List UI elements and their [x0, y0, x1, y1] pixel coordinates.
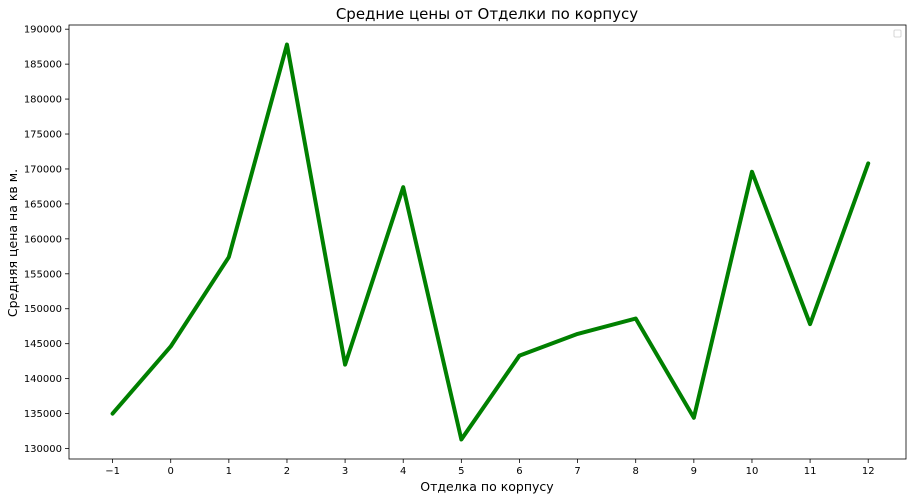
x-tick-label: 12 [862, 466, 875, 477]
legend-box [893, 29, 902, 38]
x-tick-label: 10 [746, 466, 759, 477]
plot-frame [68, 24, 907, 460]
x-tick-label: 4 [400, 466, 406, 477]
y-tick-label: 190000 [24, 25, 62, 36]
data-point [285, 43, 289, 47]
data-point [169, 344, 173, 348]
x-tick-label: 2 [284, 466, 290, 477]
y-tick-label: 165000 [24, 199, 62, 210]
series-line-0 [110, 42, 871, 442]
data-point [576, 332, 580, 336]
y-axis-label: Средняя цена на кв м. [5, 169, 20, 317]
x-axis-label: Отделка по корпусу [420, 479, 554, 494]
x-tick-label: −1 [105, 466, 120, 477]
x-tick-label: 7 [574, 466, 580, 477]
chart-title: Средние цены от Отделки по корпусу [336, 5, 638, 23]
data-point [459, 437, 463, 441]
y-tick-label: 130000 [24, 444, 62, 455]
y-tick-label: 185000 [24, 60, 62, 71]
data-point [750, 170, 754, 174]
y-tick-label: 135000 [24, 409, 62, 420]
data-point [634, 317, 638, 321]
x-tick-label: 1 [226, 466, 232, 477]
y-tick-label: 155000 [24, 269, 62, 280]
data-point [111, 412, 115, 416]
x-tick-label: 8 [633, 466, 639, 477]
data-point [517, 354, 521, 358]
y-tick-label: 150000 [24, 304, 62, 315]
x-tick-label: 9 [691, 466, 697, 477]
x-tick-label: 5 [458, 466, 464, 477]
y-tick-label: 180000 [24, 95, 62, 106]
data-point [866, 161, 870, 165]
y-tick-label: 160000 [24, 234, 62, 245]
data-point [227, 255, 231, 259]
y-tick-label: 140000 [24, 374, 62, 385]
x-tick-label: 11 [804, 466, 817, 477]
y-tick-label: 170000 [24, 164, 62, 175]
plot-area: −1 0 1 2 3 4 5 6 7 8 9 10 11 121300001350001400001450… [24, 24, 907, 477]
data-point [808, 322, 812, 326]
y-tick-label: 145000 [24, 339, 62, 350]
data-point [401, 185, 405, 189]
x-tick-label: 0 [168, 466, 174, 477]
data-point [343, 363, 347, 367]
x-tick-label: 3 [342, 466, 348, 477]
y-tick-label: 175000 [24, 130, 62, 141]
data-point [692, 416, 696, 420]
x-tick-label: 6 [516, 466, 522, 477]
